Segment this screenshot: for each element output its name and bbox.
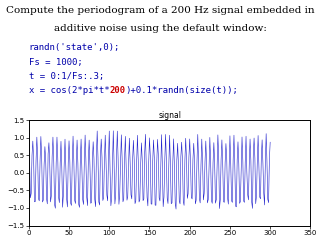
Text: additive noise using the default window:: additive noise using the default window: [53, 24, 267, 33]
Text: randn('state',0);: randn('state',0); [29, 43, 120, 52]
Text: t = 0:1/Fs:.3;: t = 0:1/Fs:.3; [29, 72, 104, 81]
Text: )+0.1*randn(size(t));: )+0.1*randn(size(t)); [125, 86, 238, 96]
Text: Fs = 1000;: Fs = 1000; [29, 58, 83, 66]
Text: 200: 200 [109, 86, 125, 96]
Text: Compute the periodogram of a 200 Hz signal embedded in: Compute the periodogram of a 200 Hz sign… [6, 6, 314, 15]
Title: signal: signal [158, 111, 181, 120]
Text: x = cos(2*pi*t*: x = cos(2*pi*t* [29, 86, 109, 96]
